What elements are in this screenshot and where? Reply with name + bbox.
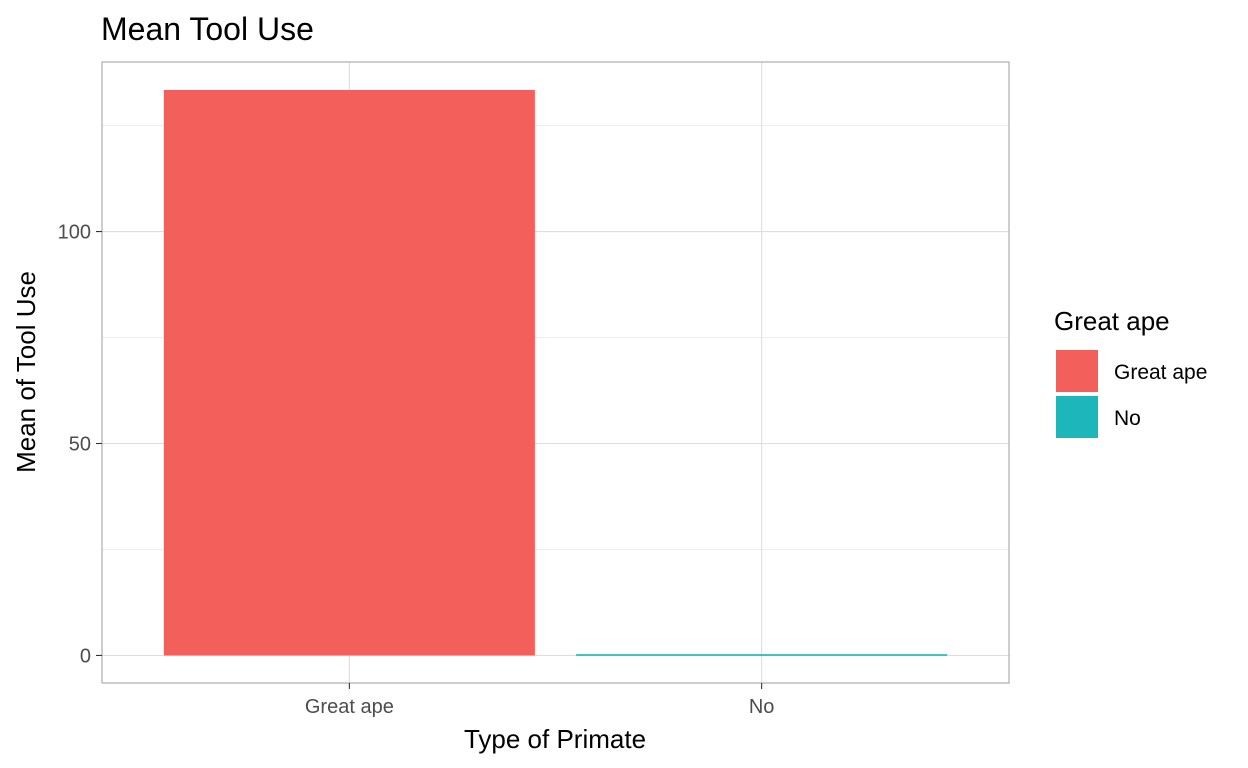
legend-label: No <box>1114 407 1141 430</box>
legend-label: Great ape <box>1114 361 1207 384</box>
y-tick-label: 0 <box>80 645 91 667</box>
legend-entries: Great ape No <box>1056 350 1207 438</box>
legend-key-great-ape <box>1056 350 1098 392</box>
plot-panel-border <box>101 61 1010 684</box>
bar-great-ape <box>163 89 535 656</box>
y-tick-label: 100 <box>58 222 91 244</box>
x-axis-title: Type of Primate <box>464 724 646 754</box>
x-axis: Great ape No <box>305 683 775 718</box>
x-tick-label: No <box>749 696 775 718</box>
x-tick-label: Great ape <box>305 696 394 718</box>
chart-title: Mean Tool Use <box>101 11 314 47</box>
legend: Great ape Great ape No <box>1054 306 1207 438</box>
y-axis-title: Mean of Tool Use <box>11 271 41 473</box>
y-axis: 0 50 100 <box>58 222 102 667</box>
legend-key-no <box>1056 396 1098 438</box>
legend-title: Great ape <box>1054 306 1170 336</box>
bars <box>163 89 948 656</box>
bar-no <box>576 654 948 656</box>
y-tick-label: 50 <box>69 434 91 456</box>
